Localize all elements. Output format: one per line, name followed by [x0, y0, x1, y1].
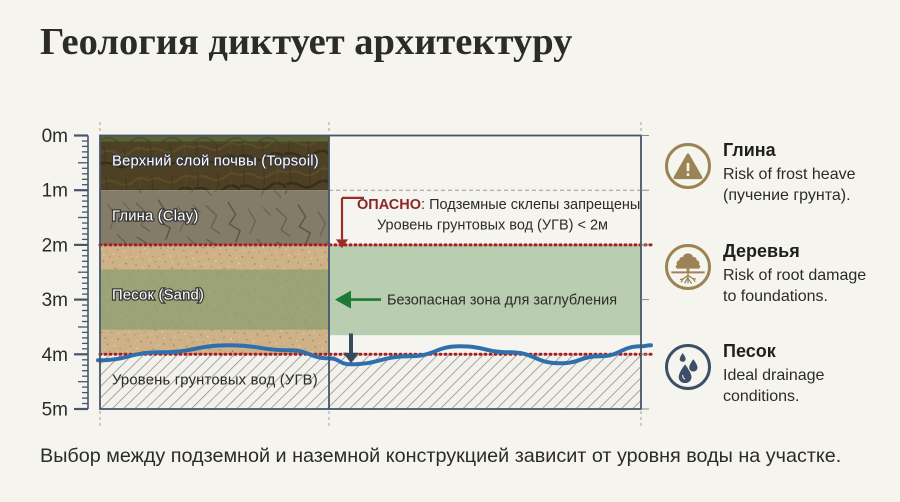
svg-text:4m: 4m: [42, 345, 68, 366]
svg-text:Глина (Clay): Глина (Clay): [112, 208, 198, 224]
svg-text:5m: 5m: [42, 400, 68, 421]
svg-text:Уровень грунтовых вод (УГВ): Уровень грунтовых вод (УГВ): [112, 372, 318, 388]
svg-text:1m: 1m: [42, 181, 68, 202]
svg-text:Безопасная зона для заглублени: Безопасная зона для заглубления: [387, 293, 617, 309]
svg-text:3m: 3m: [42, 290, 68, 311]
svg-text:Уровень грунтовых вод (УГВ) <: Уровень грунтовых вод (УГВ) < 2м: [377, 218, 608, 234]
svg-text:Верхний слой почвы (Topsoil): Верхний слой почвы (Topsoil): [112, 154, 319, 170]
svg-text:0m: 0m: [42, 126, 68, 147]
svg-text:ОПАСНО: Подземные склепы запре: ОПАСНО: Подземные склепы запрещены: [357, 197, 640, 213]
svg-text:2m: 2m: [42, 235, 68, 256]
svg-text:Песок (Sand): Песок (Sand): [112, 288, 204, 304]
